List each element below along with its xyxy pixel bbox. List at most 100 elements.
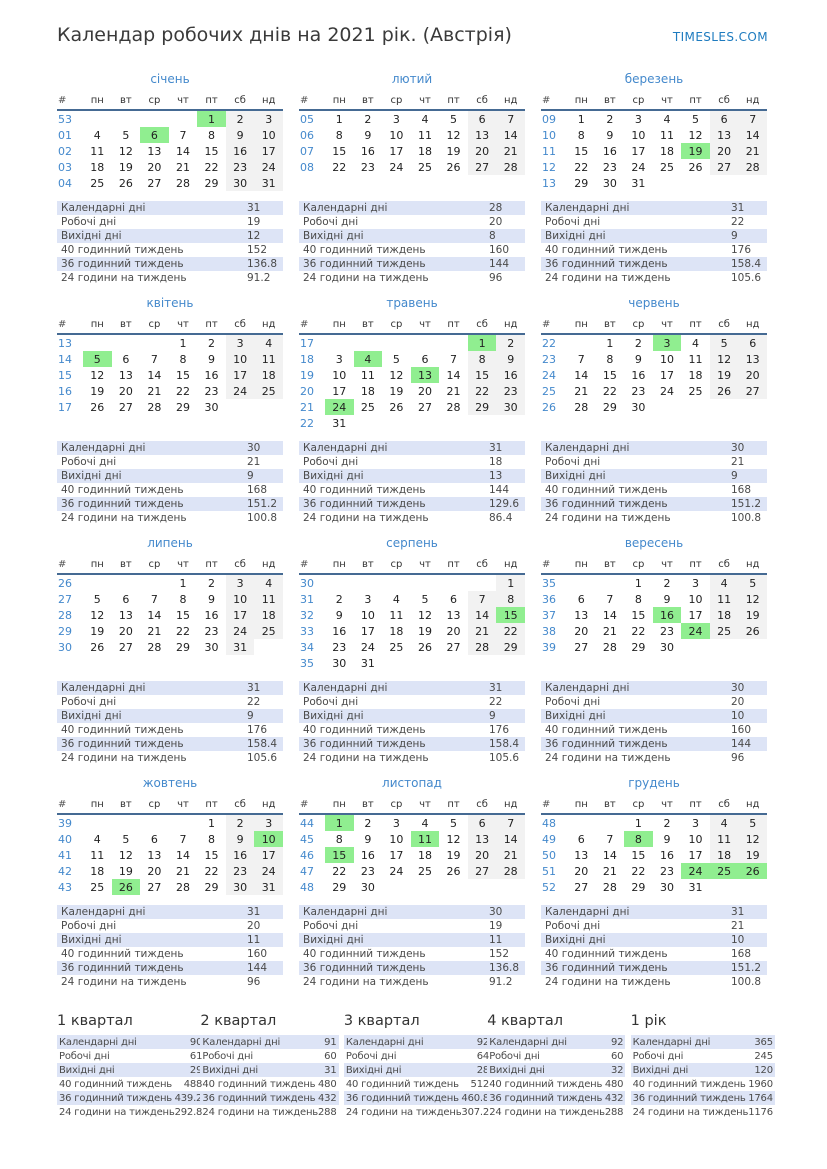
weekend-day-cell: 27: [738, 383, 767, 399]
stats-row: 36 годинний тиждень 158.4: [541, 257, 767, 271]
month-stats-table: Календарні дні 31 Робочі дні 22 Вихідні дні 9…: [541, 201, 767, 285]
day-cell: 17: [360, 624, 375, 638]
day-cell: 4: [421, 816, 429, 830]
day-cell: 14: [175, 144, 190, 158]
stat-label: Календарні дні: [61, 202, 146, 214]
stat-value: 30: [247, 442, 261, 454]
stats-row: Робочі дні 21: [57, 455, 283, 469]
stats-row: Робочі дні 20: [299, 215, 525, 229]
day-cell: 26: [417, 640, 432, 654]
weekday-header: ср: [140, 798, 169, 815]
day-cell: 18: [417, 848, 432, 862]
stats-row: 36 годинний тиждень 129.6: [299, 497, 525, 511]
summary-stat-value: 365: [754, 1036, 773, 1048]
summary-stat-value: 288: [318, 1106, 337, 1118]
weekend-day-cell: 4: [709, 574, 739, 591]
week-column-header: #: [541, 94, 567, 111]
day-cell: 21: [147, 624, 162, 638]
summary-stat-value: 307.2: [461, 1106, 490, 1118]
week-number-cell: 32: [300, 608, 314, 622]
stat-value: 100.8: [731, 976, 762, 988]
day-cell: [496, 415, 525, 431]
week-row: 03 18 19 20 21 22 23 24: [57, 159, 283, 175]
week-number-cell: 48: [542, 816, 556, 830]
day-cell: 1: [208, 816, 216, 830]
day-cell: 16: [360, 848, 375, 862]
week-number-cell: 52: [542, 880, 556, 894]
summary-stats-row: Робочі дні 61: [57, 1049, 204, 1063]
day-cell: 30: [360, 880, 375, 894]
week-row: 26 1 2 3 4: [57, 574, 283, 591]
day-cell: 30: [602, 176, 617, 190]
day-cell: 15: [631, 608, 646, 622]
weekday-header: пн: [567, 558, 596, 575]
weekday-header: вт: [353, 318, 383, 335]
weekend-day-cell: 29: [467, 399, 497, 415]
stat-label: Вихідні дні: [303, 934, 364, 946]
weekday-header: пт: [197, 798, 226, 815]
calendar-table: # пн вт ср чт пт сб нд 05 1 2 3 4 5 6 7 06 8 9 10 11 12 13 14 0…: [299, 94, 525, 175]
day-cell: 30: [332, 656, 347, 670]
day-cell: [112, 334, 141, 351]
week-row: 47 22 23 24 25 26 27 28: [299, 863, 525, 879]
stats-row: Робочі дні 22: [541, 215, 767, 229]
stat-label: 40 годинний тиждень: [303, 948, 426, 960]
weekday-header: чт: [652, 558, 682, 575]
day-cell: 15: [574, 144, 589, 158]
week-row: 28 12 13 14 15 16 17 18: [57, 607, 283, 623]
week-number-cell: 39: [58, 816, 72, 830]
stats-row: Вихідні дні 9: [57, 469, 283, 483]
day-cell: [411, 415, 440, 431]
stat-label: 40 годинний тиждень: [303, 484, 426, 496]
weekend-day-cell: 16: [225, 847, 255, 863]
week-column-header: #: [57, 318, 83, 335]
summary-stat-label: Вихідні дні: [489, 1064, 545, 1076]
weekend-day-cell: 11: [254, 351, 283, 367]
week-row: 20 17 18 19 20 21 22 23: [299, 383, 525, 399]
summary-block: 1 квартал Календарні дні 90 Робочі дні 61 Ви…: [57, 1013, 205, 1119]
holiday-day-cell: 15: [496, 607, 525, 623]
day-cell: 20: [574, 624, 589, 638]
day-cell: 18: [90, 864, 105, 878]
weekday-header: пн: [83, 558, 112, 575]
week-row: 41 11 12 13 14 15 16 17: [57, 847, 283, 863]
week-row: 26 28 29 30: [541, 399, 767, 415]
day-cell: 31: [631, 176, 646, 190]
weekday-header: ср: [624, 94, 653, 111]
day-cell: [382, 334, 411, 351]
stat-value: 9: [731, 470, 738, 482]
weekday-header: нд: [254, 798, 283, 815]
day-cell: 20: [574, 864, 589, 878]
week-row: 50 13 14 15 16 17 18 19: [541, 847, 767, 863]
summary-stat-label: 24 години на тиждень: [59, 1106, 175, 1118]
day-cell: 16: [631, 368, 646, 382]
week-number-cell: 26: [542, 400, 556, 414]
day-cell: [710, 639, 739, 655]
month-stats-table: Календарні дні 30 Робочі дні 21 Вихідні дні 9…: [541, 441, 767, 525]
weekday-header: пн: [325, 94, 354, 111]
stat-value: 96: [247, 976, 261, 988]
weekday-header-row: # пн вт ср чт пт сб нд: [57, 318, 283, 335]
day-cell: 19: [118, 864, 133, 878]
weekend-day-cell: 17: [225, 367, 255, 383]
stat-label: Робочі дні: [61, 456, 117, 468]
day-cell: [411, 334, 440, 351]
day-cell: 23: [204, 624, 219, 638]
month-block: жовтень # пн вт ср чт пт сб нд 39 1 2 3 40 4 5 6 7 8 9 10 4…: [57, 776, 283, 989]
stat-value: 9: [247, 710, 254, 722]
day-cell: 4: [692, 336, 700, 350]
brand-link[interactable]: TIMESLES.COM: [672, 30, 768, 44]
week-number-cell: 14: [58, 352, 72, 366]
month-stats-table: Календарні дні 31 Робочі дні 22 Вихідні дні 9…: [57, 681, 283, 765]
holiday-day-cell: 26: [111, 879, 141, 895]
summary-stats-row: Робочі дні 60: [487, 1049, 625, 1063]
day-cell: 21: [602, 864, 617, 878]
weekday-header: вт: [353, 558, 383, 575]
summary-stat-value: 480: [318, 1078, 337, 1090]
week-row: 46 15 16 17 18 19 20 21: [299, 847, 525, 863]
stats-row: Вихідні дні 9: [299, 709, 525, 723]
summary-stat-label: Робочі дні: [345, 1050, 397, 1062]
day-cell: 12: [446, 832, 461, 846]
stat-value: 21: [731, 456, 745, 468]
week-number-cell: 48: [300, 880, 314, 894]
